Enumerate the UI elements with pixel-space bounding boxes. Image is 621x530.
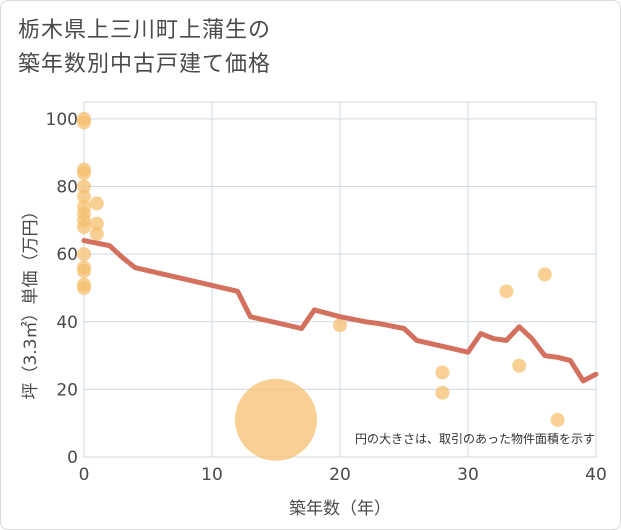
bubble-size-note: 円の大きさは、取引のあった物件面積を示す xyxy=(355,431,595,446)
y-axis-label: 坪（3.3㎡）単価（万円） xyxy=(21,202,41,399)
x-tick-label: 40 xyxy=(585,465,607,485)
chart-title: 栃木県上三川町上蒲生の 築年数別中古戸建て価格 xyxy=(18,14,271,82)
data-point xyxy=(537,267,552,282)
data-point xyxy=(89,226,104,241)
data-point xyxy=(77,166,91,180)
x-tick-label: 30 xyxy=(457,465,479,485)
data-point xyxy=(77,280,91,295)
data-point xyxy=(89,196,104,211)
y-tick-label: 60 xyxy=(56,245,78,265)
data-point xyxy=(77,247,91,262)
y-tick-label: 40 xyxy=(56,313,78,333)
x-tick-label: 10 xyxy=(201,465,223,485)
data-point xyxy=(235,378,317,461)
data-point xyxy=(435,365,450,380)
data-point xyxy=(77,179,91,194)
data-point xyxy=(512,358,527,373)
data-point xyxy=(435,385,450,400)
y-tick-label: 100 xyxy=(46,110,78,130)
data-point xyxy=(89,216,104,231)
y-tick-label: 0 xyxy=(67,448,78,468)
x-tick-label: 20 xyxy=(329,465,351,485)
trend-line xyxy=(81,238,599,384)
chart-title-line-1: 栃木県上三川町上蒲生の xyxy=(18,18,272,43)
data-point xyxy=(333,318,347,333)
y-tick-label: 80 xyxy=(56,178,78,198)
tick-labels: 0 10 20 30 40 0 20 40 60 80 100 xyxy=(46,110,607,485)
data-point xyxy=(77,115,91,130)
data-point xyxy=(77,220,91,235)
data-point xyxy=(77,189,91,204)
x-tick-label: 0 xyxy=(79,465,90,485)
bubble-series xyxy=(77,111,565,461)
data-point xyxy=(499,284,514,299)
grid-lines xyxy=(83,101,597,458)
trend-line-series xyxy=(81,238,599,384)
data-point xyxy=(550,412,565,427)
chart-title-line-2: 築年数別中古戸建て価格 xyxy=(18,52,272,77)
data-point xyxy=(77,264,91,279)
y-tick-label: 20 xyxy=(56,380,78,400)
x-axis-label: 築年数（年） xyxy=(289,499,391,519)
